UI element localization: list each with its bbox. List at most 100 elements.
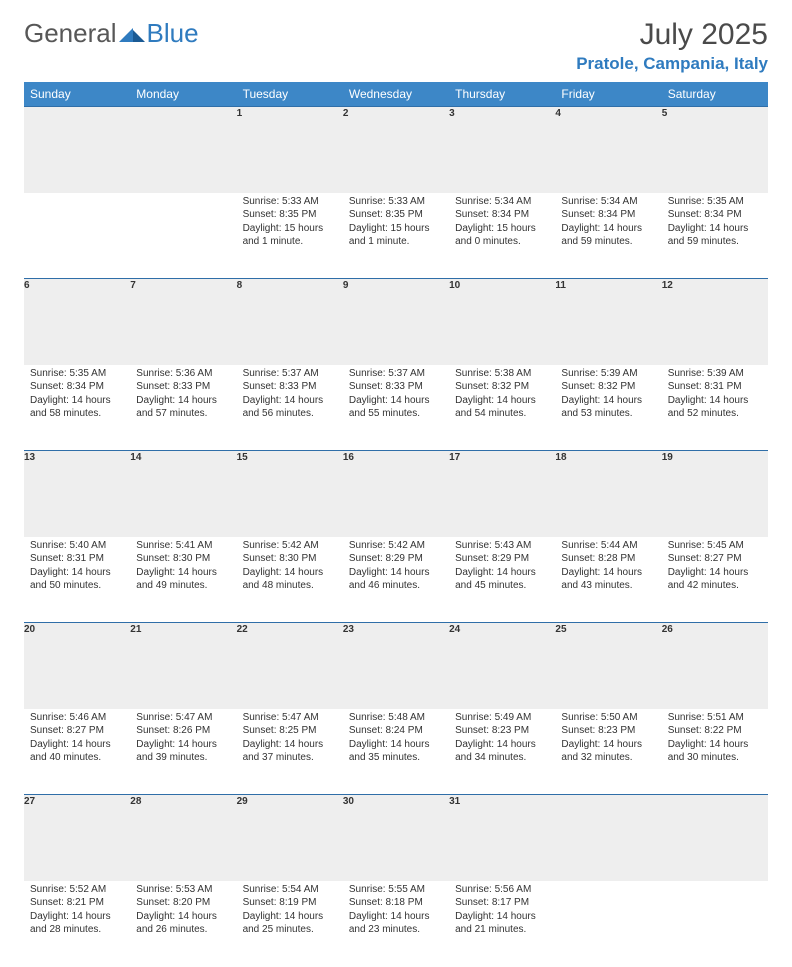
sunrise-text: Sunrise: 5:36 AM: [136, 367, 230, 381]
daylight-text: Daylight: 14 hours and 42 minutes.: [668, 566, 762, 593]
day-number-cell: 20: [24, 623, 130, 709]
sunset-text: Sunset: 8:33 PM: [243, 380, 337, 394]
sunset-text: Sunset: 8:31 PM: [668, 380, 762, 394]
sunrise-text: Sunrise: 5:48 AM: [349, 711, 443, 725]
day-number-cell: [555, 795, 661, 881]
daylight-text: Daylight: 15 hours and 1 minute.: [243, 222, 337, 249]
title-block: July 2025 Pratole, Campania, Italy: [576, 18, 768, 74]
daylight-text: Daylight: 14 hours and 58 minutes.: [30, 394, 124, 421]
sunset-text: Sunset: 8:35 PM: [243, 208, 337, 222]
sunrise-text: Sunrise: 5:47 AM: [243, 711, 337, 725]
day-body-cell: Sunrise: 5:44 AMSunset: 8:28 PMDaylight:…: [555, 537, 661, 623]
logo-text-general: General: [24, 18, 117, 49]
day-body-cell: Sunrise: 5:43 AMSunset: 8:29 PMDaylight:…: [449, 537, 555, 623]
sunrise-text: Sunrise: 5:41 AM: [136, 539, 230, 553]
day-number-cell: 29: [237, 795, 343, 881]
sunset-text: Sunset: 8:20 PM: [136, 896, 230, 910]
daylight-text: Daylight: 14 hours and 39 minutes.: [136, 738, 230, 765]
day-number-cell: 5: [662, 107, 768, 193]
day-body-cell: Sunrise: 5:34 AMSunset: 8:34 PMDaylight:…: [555, 193, 661, 279]
day-body-row: Sunrise: 5:46 AMSunset: 8:27 PMDaylight:…: [24, 709, 768, 795]
day-body-cell: Sunrise: 5:38 AMSunset: 8:32 PMDaylight:…: [449, 365, 555, 451]
day-header: Thursday: [449, 82, 555, 107]
day-number-cell: 21: [130, 623, 236, 709]
day-body-cell: Sunrise: 5:54 AMSunset: 8:19 PMDaylight:…: [237, 881, 343, 967]
day-number-cell: 3: [449, 107, 555, 193]
daylight-text: Daylight: 14 hours and 59 minutes.: [668, 222, 762, 249]
day-body-cell: Sunrise: 5:50 AMSunset: 8:23 PMDaylight:…: [555, 709, 661, 795]
daylight-text: Daylight: 14 hours and 45 minutes.: [455, 566, 549, 593]
header: General Blue July 2025 Pratole, Campania…: [24, 18, 768, 74]
sunset-text: Sunset: 8:23 PM: [455, 724, 549, 738]
logo: General Blue: [24, 18, 199, 49]
sunrise-text: Sunrise: 5:40 AM: [30, 539, 124, 553]
day-header: Monday: [130, 82, 236, 107]
sunset-text: Sunset: 8:27 PM: [30, 724, 124, 738]
sunset-text: Sunset: 8:34 PM: [668, 208, 762, 222]
day-number-cell: 30: [343, 795, 449, 881]
sunset-text: Sunset: 8:23 PM: [561, 724, 655, 738]
day-number-cell: 28: [130, 795, 236, 881]
day-body-cell: Sunrise: 5:40 AMSunset: 8:31 PMDaylight:…: [24, 537, 130, 623]
day-number-cell: 12: [662, 279, 768, 365]
sunrise-text: Sunrise: 5:47 AM: [136, 711, 230, 725]
day-number-cell: 1: [237, 107, 343, 193]
day-body-cell: [24, 193, 130, 279]
sunset-text: Sunset: 8:32 PM: [561, 380, 655, 394]
daylight-text: Daylight: 14 hours and 56 minutes.: [243, 394, 337, 421]
day-header: Saturday: [662, 82, 768, 107]
sunset-text: Sunset: 8:26 PM: [136, 724, 230, 738]
day-header: Wednesday: [343, 82, 449, 107]
day-number-cell: 16: [343, 451, 449, 537]
daylight-text: Daylight: 14 hours and 54 minutes.: [455, 394, 549, 421]
sunrise-text: Sunrise: 5:34 AM: [455, 195, 549, 209]
daylight-text: Daylight: 14 hours and 26 minutes.: [136, 910, 230, 937]
day-body-cell: Sunrise: 5:52 AMSunset: 8:21 PMDaylight:…: [24, 881, 130, 967]
sunrise-text: Sunrise: 5:33 AM: [243, 195, 337, 209]
day-header: Sunday: [24, 82, 130, 107]
sunset-text: Sunset: 8:29 PM: [349, 552, 443, 566]
sunset-text: Sunset: 8:27 PM: [668, 552, 762, 566]
sunset-text: Sunset: 8:22 PM: [668, 724, 762, 738]
daylight-text: Daylight: 14 hours and 37 minutes.: [243, 738, 337, 765]
day-number-cell: 25: [555, 623, 661, 709]
day-body-cell: Sunrise: 5:39 AMSunset: 8:31 PMDaylight:…: [662, 365, 768, 451]
day-body-row: Sunrise: 5:40 AMSunset: 8:31 PMDaylight:…: [24, 537, 768, 623]
sunrise-text: Sunrise: 5:56 AM: [455, 883, 549, 897]
sunset-text: Sunset: 8:21 PM: [30, 896, 124, 910]
sunset-text: Sunset: 8:34 PM: [561, 208, 655, 222]
day-number-cell: 19: [662, 451, 768, 537]
day-body-cell: Sunrise: 5:39 AMSunset: 8:32 PMDaylight:…: [555, 365, 661, 451]
calendar-table: SundayMondayTuesdayWednesdayThursdayFrid…: [24, 82, 768, 967]
day-body-cell: Sunrise: 5:45 AMSunset: 8:27 PMDaylight:…: [662, 537, 768, 623]
sunrise-text: Sunrise: 5:45 AM: [668, 539, 762, 553]
sunrise-text: Sunrise: 5:50 AM: [561, 711, 655, 725]
day-number-cell: 23: [343, 623, 449, 709]
day-body-cell: Sunrise: 5:35 AMSunset: 8:34 PMDaylight:…: [662, 193, 768, 279]
day-number-cell: 14: [130, 451, 236, 537]
day-number-cell: 8: [237, 279, 343, 365]
day-number-cell: [130, 107, 236, 193]
day-number-cell: [662, 795, 768, 881]
sunset-text: Sunset: 8:24 PM: [349, 724, 443, 738]
day-number-cell: 4: [555, 107, 661, 193]
day-number-cell: 10: [449, 279, 555, 365]
sunrise-text: Sunrise: 5:35 AM: [668, 195, 762, 209]
sunrise-text: Sunrise: 5:55 AM: [349, 883, 443, 897]
sunrise-text: Sunrise: 5:43 AM: [455, 539, 549, 553]
sunset-text: Sunset: 8:34 PM: [455, 208, 549, 222]
day-body-cell: Sunrise: 5:47 AMSunset: 8:26 PMDaylight:…: [130, 709, 236, 795]
daylight-text: Daylight: 14 hours and 32 minutes.: [561, 738, 655, 765]
sunrise-text: Sunrise: 5:39 AM: [668, 367, 762, 381]
day-number-cell: 9: [343, 279, 449, 365]
day-body-cell: Sunrise: 5:34 AMSunset: 8:34 PMDaylight:…: [449, 193, 555, 279]
day-body-cell: Sunrise: 5:56 AMSunset: 8:17 PMDaylight:…: [449, 881, 555, 967]
sunset-text: Sunset: 8:32 PM: [455, 380, 549, 394]
day-number-row: 20212223242526: [24, 623, 768, 709]
day-number-cell: 7: [130, 279, 236, 365]
sunset-text: Sunset: 8:34 PM: [30, 380, 124, 394]
sunrise-text: Sunrise: 5:35 AM: [30, 367, 124, 381]
logo-text-blue: Blue: [147, 18, 199, 49]
sunrise-text: Sunrise: 5:49 AM: [455, 711, 549, 725]
day-body-cell: Sunrise: 5:48 AMSunset: 8:24 PMDaylight:…: [343, 709, 449, 795]
